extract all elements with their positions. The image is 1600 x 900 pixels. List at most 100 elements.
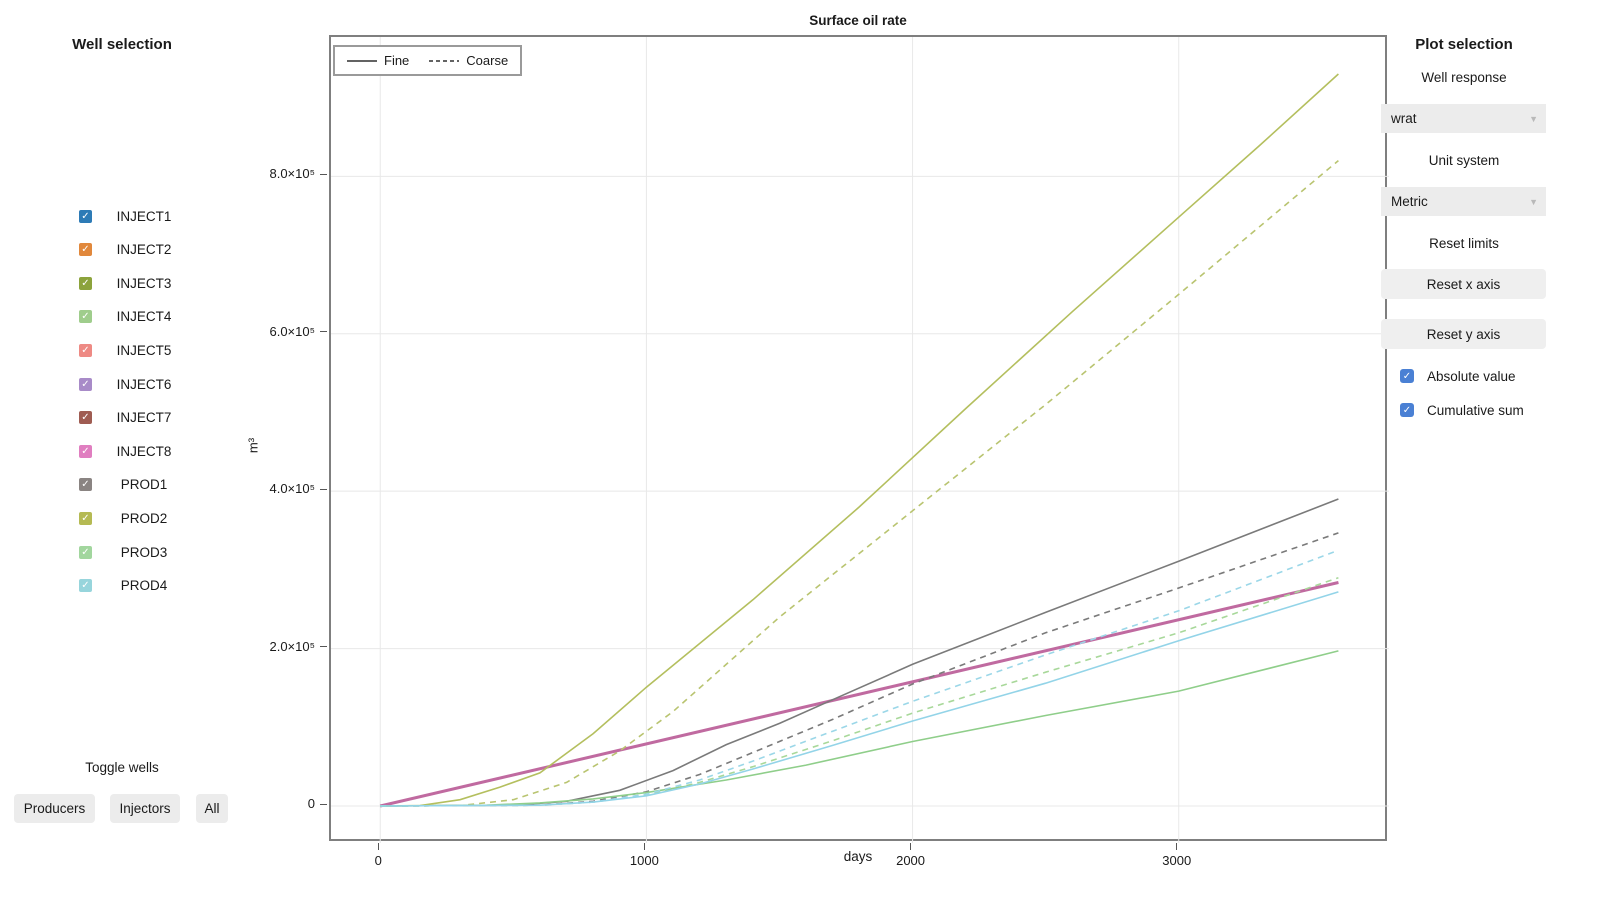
well-response-value: wrat: [1391, 111, 1417, 126]
injectors-button[interactable]: Injectors: [110, 794, 180, 823]
well-label: INJECT8: [116, 443, 172, 459]
series-line-prod3-coarse-: [380, 576, 1339, 807]
reset-y-axis-button[interactable]: Reset y axis: [1381, 319, 1546, 349]
well-label: PROD4: [120, 578, 168, 594]
series-line-prod1-coarse-: [380, 532, 1339, 807]
well-label: INJECT6: [116, 376, 172, 392]
x-tick-label: 1000: [629, 853, 659, 868]
y-tick-label: 4.0×10⁵: [269, 481, 315, 497]
well-selection-panel: Well selection ✓ INJECT1 ✓ INJECT2 ✓ INJECT3 ✓…: [0, 0, 310, 900]
well-label: INJECT1: [116, 208, 172, 224]
y-tick-label: 6.0×10⁵: [269, 323, 315, 339]
well-label: INJECT4: [116, 309, 172, 325]
plot-selection-panel: Plot selection Well response wrat ▼ Unit…: [1381, 0, 1547, 900]
legend-label: Coarse: [466, 53, 509, 68]
toggle-wells-label: Toggle wells: [85, 760, 159, 775]
well-checkbox-inject6[interactable]: ✓: [79, 377, 92, 391]
well-row-inject7: ✓ INJECT7: [79, 406, 190, 430]
chevron-down-icon: ▼: [1529, 196, 1538, 207]
well-row-inject8: ✓ INJECT8: [79, 439, 190, 463]
cumulative-sum-row: ✓ Cumulative sum: [1400, 400, 1524, 420]
x-tick-label: 0: [374, 853, 382, 868]
series-line-inject1-8-fine-overlapping-: [379, 581, 1339, 808]
well-checkbox-inject7[interactable]: ✓: [79, 411, 92, 425]
series-line-prod4-coarse-: [380, 549, 1339, 807]
series-line-prod3-fine-: [380, 650, 1339, 807]
chevron-down-icon: ▼: [1529, 113, 1538, 124]
chart-title: Surface oil rate: [809, 13, 907, 28]
series-line-prod2-fine-: [380, 73, 1339, 807]
well-response-label: Well response: [1421, 70, 1507, 85]
legend-dashed-line-swatch: [429, 59, 460, 62]
y-tick-mark: [320, 488, 327, 490]
cumulative-sum-checkbox[interactable]: ✓: [1400, 403, 1414, 417]
well-row-inject2: ✓ INJECT2: [79, 238, 190, 262]
well-row-inject3: ✓ INJECT3: [79, 271, 190, 295]
well-checkbox-inject5[interactable]: ✓: [79, 343, 92, 357]
well-row-inject4: ✓ INJECT4: [79, 305, 190, 329]
well-response-dropdown[interactable]: wrat ▼: [1381, 104, 1546, 133]
reset-limits-label: Reset limits: [1429, 236, 1499, 251]
cumulative-sum-label: Cumulative sum: [1427, 402, 1524, 418]
absolute-value-label: Absolute value: [1427, 368, 1516, 384]
unit-system-label: Unit system: [1428, 153, 1500, 168]
well-label: INJECT2: [116, 242, 172, 258]
chart-legend: Fine Coarse: [333, 45, 523, 76]
series-line-prod2-coarse-: [380, 159, 1339, 807]
well-row-prod4: ✓ PROD4: [79, 574, 190, 598]
x-tick-mark: [377, 843, 379, 850]
legend-solid-line-swatch: [347, 59, 377, 62]
well-checkbox-inject8[interactable]: ✓: [79, 444, 92, 458]
well-label: PROD3: [120, 544, 168, 560]
well-checkbox-prod3[interactable]: ✓: [79, 545, 92, 559]
x-tick-mark: [1176, 843, 1178, 850]
unit-system-dropdown[interactable]: Metric ▼: [1381, 187, 1546, 216]
well-label: INJECT7: [116, 410, 172, 426]
x-tick-mark: [643, 843, 645, 850]
well-label: INJECT5: [116, 342, 172, 358]
well-row-inject6: ✓ INJECT6: [79, 372, 190, 396]
well-checkbox-inject2[interactable]: ✓: [79, 243, 92, 257]
y-axis-label: m³: [245, 437, 261, 454]
well-label: PROD2: [120, 510, 168, 526]
well-selection-title: Well selection: [72, 36, 172, 53]
well-row-prod2: ✓ PROD2: [79, 506, 190, 530]
plot-canvas[interactable]: [329, 35, 1389, 843]
series-line-prod1-fine-: [380, 498, 1339, 807]
well-row-inject5: ✓ INJECT5: [79, 338, 190, 362]
y-tick-label: 0: [307, 796, 315, 811]
y-tick-label: 2.0×10⁵: [269, 638, 315, 654]
x-axis-label: days: [843, 849, 873, 864]
y-tick-mark: [320, 331, 327, 333]
plot-svg[interactable]: [331, 37, 1389, 843]
well-checkbox-inject4[interactable]: ✓: [79, 310, 92, 324]
series-line-prod4-fine-: [380, 591, 1339, 807]
well-row-prod1: ✓ PROD1: [79, 473, 190, 497]
well-label: INJECT3: [116, 275, 172, 291]
y-tick-mark: [320, 803, 327, 805]
x-tick-mark: [910, 843, 912, 850]
legend-item-coarse: Coarse: [429, 53, 508, 68]
all-button[interactable]: All: [196, 794, 228, 823]
well-row-prod3: ✓ PROD3: [79, 540, 190, 564]
plot-selection-title: Plot selection: [1415, 36, 1513, 53]
well-row-inject1: ✓ INJECT1: [79, 204, 190, 228]
y-tick-mark: [320, 173, 327, 175]
reset-x-axis-button[interactable]: Reset x axis: [1381, 269, 1546, 299]
well-checkbox-prod2[interactable]: ✓: [79, 511, 92, 525]
x-tick-label: 2000: [896, 853, 926, 868]
absolute-value-checkbox[interactable]: ✓: [1400, 369, 1414, 383]
legend-label: Fine: [384, 53, 410, 68]
producers-button[interactable]: Producers: [14, 794, 95, 823]
y-tick-label: 8.0×10⁵: [269, 166, 315, 182]
well-checkbox-inject1[interactable]: ✓: [79, 209, 92, 223]
well-checkbox-prod1[interactable]: ✓: [79, 478, 92, 492]
x-tick-label: 3000: [1162, 853, 1192, 868]
chart-area: Surface oil rate Fine Coarse m³ days 0 2.0…: [246, 13, 1389, 868]
absolute-value-row: ✓ Absolute value: [1400, 366, 1516, 386]
y-tick-mark: [320, 646, 327, 648]
well-checkbox-prod4[interactable]: ✓: [79, 579, 92, 593]
well-checkbox-inject3[interactable]: ✓: [79, 276, 92, 290]
legend-item-fine: Fine: [347, 53, 409, 68]
unit-system-value: Metric: [1391, 194, 1428, 209]
